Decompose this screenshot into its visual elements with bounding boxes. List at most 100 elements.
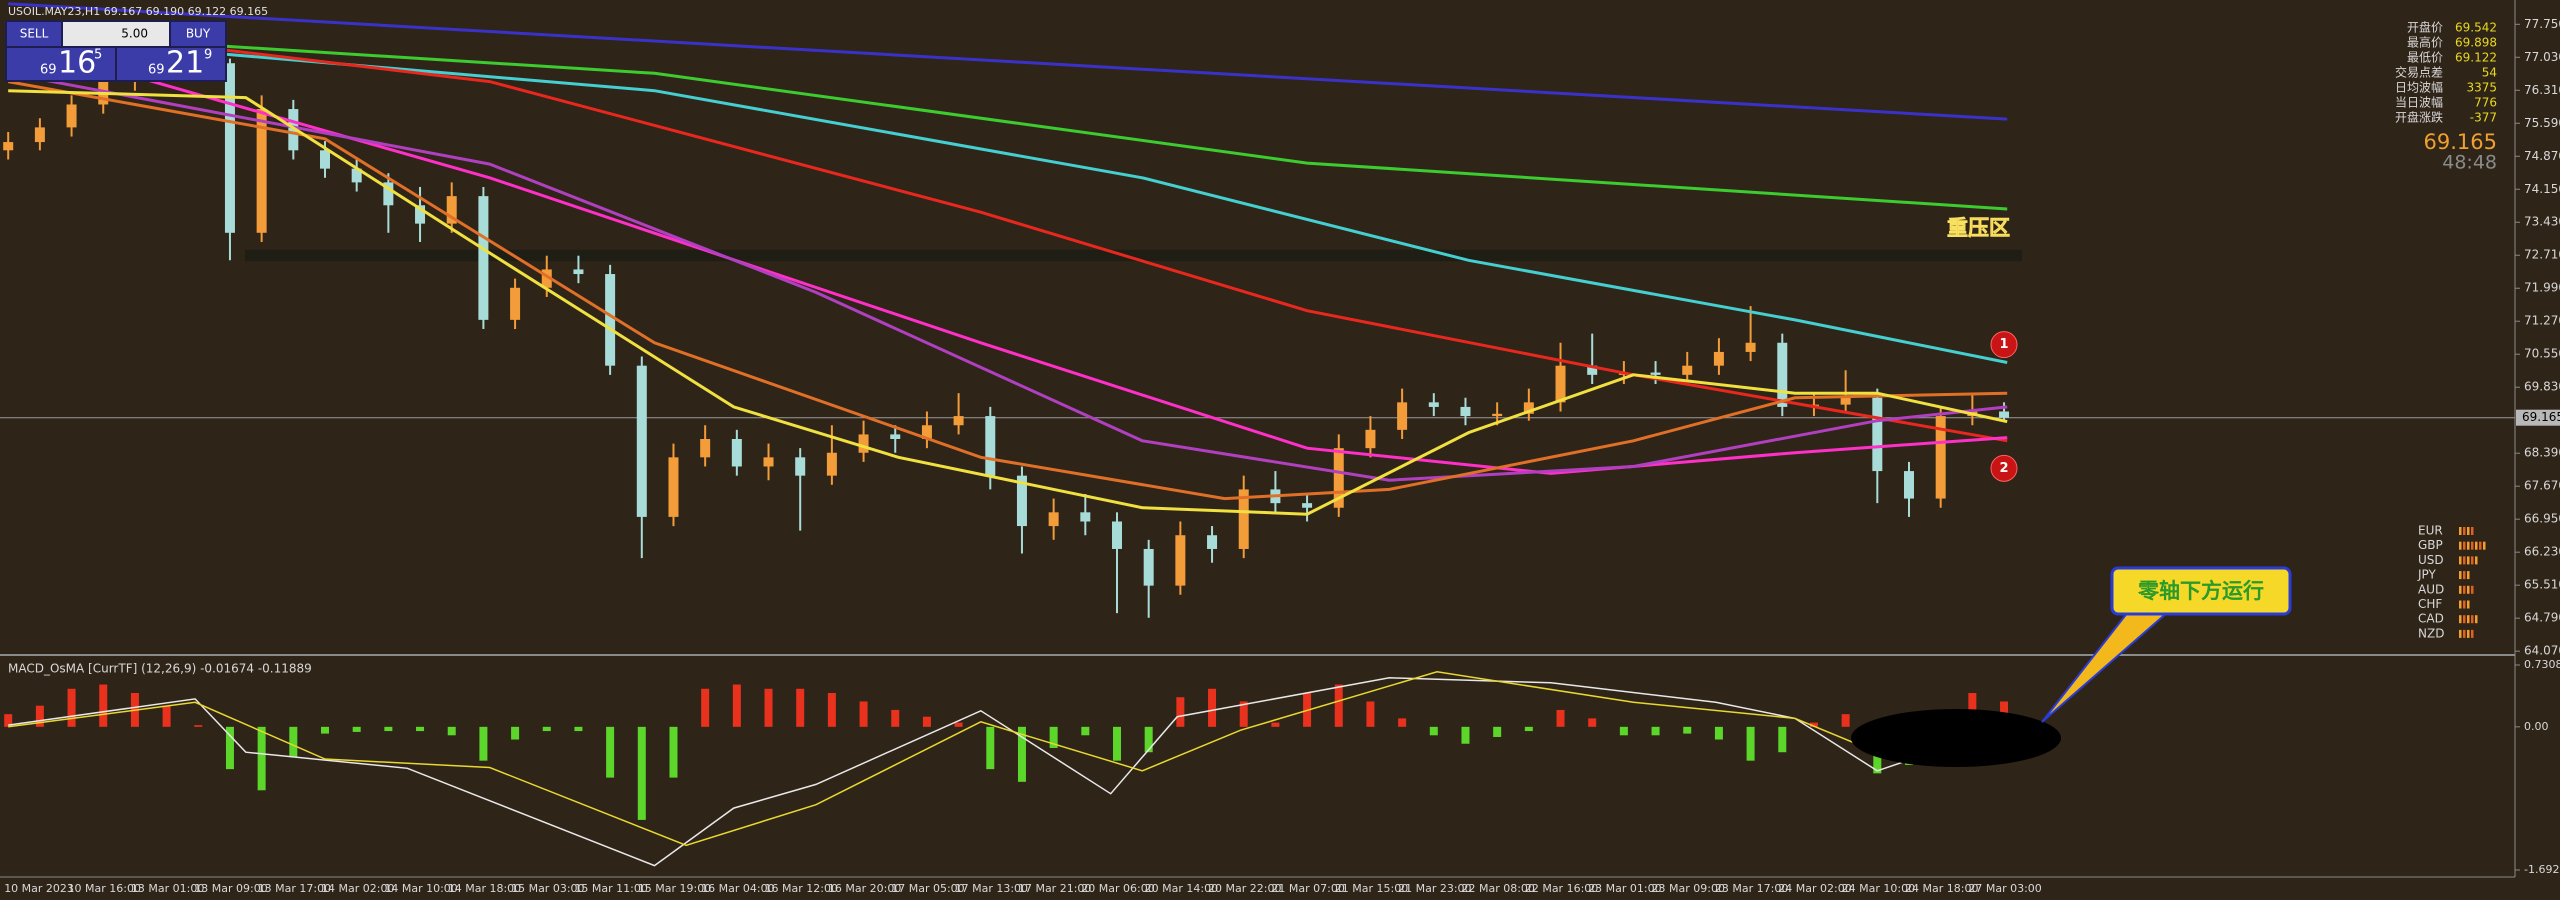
macd-title: MACD_OsMA [CurrTF] (12,26,9) -0.01674 -0… — [8, 662, 312, 676]
x-tick-label: 14 Mar 18:00 — [448, 882, 521, 895]
x-tick-label: 15 Mar 11:00 — [574, 882, 647, 895]
sell-price-big: 69 — [40, 63, 57, 78]
candle-body — [1460, 406, 1471, 417]
histogram-bar — [321, 726, 329, 734]
histogram-bar — [922, 716, 931, 727]
histogram-bar — [1461, 726, 1470, 744]
x-tick-label: 10 Mar 2023 — [4, 882, 74, 895]
strength-tick — [2463, 600, 2466, 609]
strength-tick — [2471, 585, 2474, 594]
sell-price-box[interactable] — [7, 48, 115, 80]
strength-tick — [2467, 527, 2470, 535]
y-tick-label: 75.590 — [2524, 116, 2560, 130]
candle-body — [1175, 535, 1186, 586]
info-label: 交易点差 — [2395, 65, 2443, 80]
marker — [1990, 331, 2018, 359]
y-tick-label: 64.070 — [2524, 644, 2560, 658]
histogram-bar — [1683, 726, 1692, 734]
histogram-bar — [701, 688, 710, 727]
moving-average — [8, 2, 2008, 121]
candle-body — [1143, 548, 1154, 586]
x-tick-label: 17 Mar 21:00 — [1018, 882, 1091, 895]
histogram-bar — [542, 726, 551, 732]
currency-name: CAD — [2418, 612, 2444, 626]
zone-label: 重压区 — [1947, 216, 2010, 240]
currency-name: JPY — [2417, 568, 2437, 582]
strength-tick — [2463, 585, 2466, 594]
strength-tick — [2459, 571, 2462, 580]
buy-button[interactable] — [171, 22, 225, 46]
y-tick-label: 77.030 — [2524, 50, 2560, 64]
buy-price-box[interactable] — [117, 48, 225, 80]
strength-tick — [2471, 527, 2474, 535]
histogram-bar — [1651, 726, 1660, 736]
candle-body — [1523, 402, 1534, 414]
strength-tick — [2471, 541, 2474, 550]
sell-button[interactable] — [7, 22, 61, 46]
strength-tick — [2459, 556, 2462, 565]
y-tick-label: 70.550 — [2524, 347, 2560, 361]
candle-body — [1999, 411, 2010, 418]
sell-label: SELL — [20, 27, 49, 41]
candle-body — [1016, 475, 1027, 527]
candle-body — [1745, 342, 1756, 352]
buy-price-pips: 21 — [166, 46, 204, 81]
y-tick-label: 71.990 — [2524, 281, 2560, 295]
histogram-bar — [1208, 688, 1217, 727]
candle-body — [890, 434, 901, 439]
y-tick-label: 73.430 — [2524, 215, 2560, 229]
candle-body — [1555, 365, 1566, 403]
histogram-bar — [1588, 718, 1597, 727]
info-label: 最高价 — [2407, 35, 2443, 50]
info-value: 54 — [2482, 66, 2497, 80]
histogram-bar — [1176, 697, 1185, 727]
candle-body — [66, 104, 77, 128]
histogram-bar — [1841, 714, 1850, 727]
histogram-bar — [162, 705, 171, 727]
histogram-bar — [827, 692, 836, 727]
histogram-bar — [1081, 726, 1090, 736]
y-tick-label: 74.150 — [2524, 182, 2560, 196]
candle-body — [1935, 416, 1946, 499]
x-tick-label: 22 Mar 16:00 — [1525, 882, 1598, 895]
info-label: 开盘涨跌 — [2395, 110, 2443, 125]
candle-body — [858, 434, 869, 453]
strength-tick — [2463, 527, 2466, 535]
histogram-bar — [257, 726, 266, 791]
x-tick-label: 21 Mar 23:00 — [1398, 882, 1471, 895]
candle-body — [668, 457, 679, 517]
candle-body — [763, 457, 774, 467]
histogram-bar — [1524, 726, 1533, 732]
histogram-bar — [796, 688, 805, 727]
lots-input[interactable] — [63, 22, 169, 46]
candle-body — [1650, 372, 1661, 375]
histogram-bar — [35, 705, 44, 727]
histogram-bar — [4, 714, 13, 727]
info-timer: 48:48 — [2442, 152, 2497, 174]
strength-tick — [2467, 585, 2470, 594]
histogram-bar — [859, 701, 868, 727]
strength-bars — [2459, 629, 2474, 638]
strength-bars — [2459, 527, 2474, 535]
x-tick-label: 17 Mar 05:00 — [891, 882, 964, 895]
candle-body — [1397, 402, 1408, 430]
symbol-info: USOIL.MAY23,H1 69.167 69.190 69.122 69.1… — [8, 5, 268, 18]
currency-name: AUD — [2418, 582, 2444, 596]
candle-body — [826, 452, 837, 476]
histogram-bar — [511, 726, 520, 740]
moving-average — [8, 22, 2008, 443]
x-tick-label: 13 Mar 01:00 — [131, 882, 204, 895]
y-tick-label: 68.390 — [2524, 446, 2560, 460]
histogram-bar — [1049, 726, 1058, 748]
histogram-bar — [1556, 709, 1565, 727]
candle-body — [700, 438, 711, 458]
strength-tick — [2475, 541, 2478, 550]
x-tick-label: 16 Mar 04:00 — [701, 882, 774, 895]
info-value: -377 — [2470, 111, 2497, 125]
y-tick-label: 0.00 — [2524, 720, 2549, 733]
candle-body — [921, 425, 932, 439]
y-tick-label: 72.710 — [2524, 248, 2560, 262]
strength-tick — [2475, 615, 2478, 624]
histogram-bar — [732, 684, 741, 727]
